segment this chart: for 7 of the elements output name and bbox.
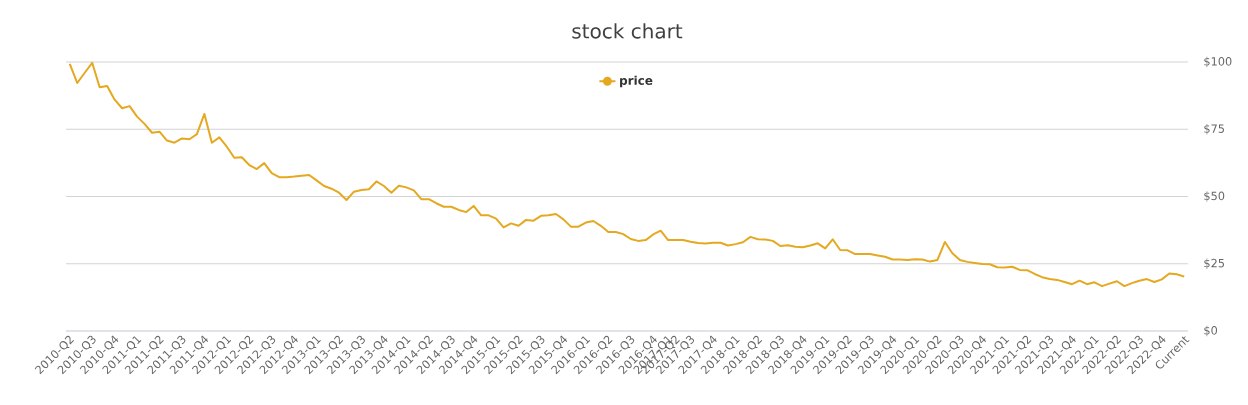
y-tick-label: $0: [1204, 325, 1218, 337]
y-tick-label: $50: [1204, 191, 1225, 202]
y-tick-label: $75: [1204, 124, 1225, 135]
legend-label: price: [620, 75, 653, 88]
y-tick-label: $100: [1204, 56, 1232, 68]
chart-title: stock chart: [572, 23, 683, 39]
y-tick-label: $25: [1204, 258, 1225, 269]
